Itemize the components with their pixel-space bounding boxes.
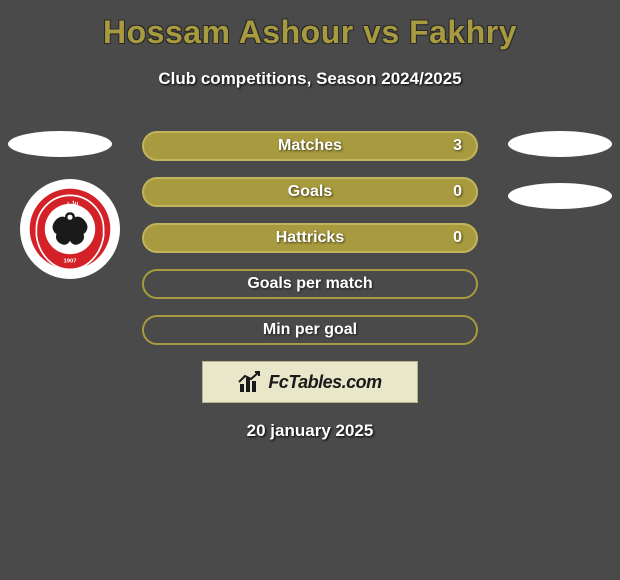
stat-bars: Matches 3 Goals 0 Hattricks 0 Goals per …	[142, 131, 478, 345]
bar-chart-icon	[238, 370, 262, 394]
footer-attribution: FcTables.com	[202, 361, 418, 403]
stat-value: 0	[453, 183, 462, 201]
page-title: Hossam Ashour vs Fakhry	[0, 0, 620, 51]
stat-label: Goals per match	[247, 275, 372, 293]
stat-bar-matches: Matches 3	[142, 131, 478, 161]
subtitle: Club competitions, Season 2024/2025	[0, 69, 620, 89]
stat-bar-goals: Goals 0	[142, 177, 478, 207]
footer-logo-text: FcTables.com	[268, 372, 381, 393]
stat-bar-hattricks: Hattricks 0	[142, 223, 478, 253]
al-ahly-crest-icon: الأهلي 1907	[28, 187, 112, 271]
comparison-panel: الأهلي 1907 Matches 3 Goals 0 Hattricks …	[0, 131, 620, 441]
report-date: 20 january 2025	[0, 421, 620, 441]
player-right-placeholder	[508, 131, 612, 157]
stat-label: Hattricks	[276, 229, 344, 247]
club-left-badge: الأهلي 1907	[20, 179, 120, 279]
stat-value: 3	[453, 137, 462, 155]
stat-bar-min-per-goal: Min per goal	[142, 315, 478, 345]
stat-label: Matches	[278, 137, 342, 155]
stat-label: Goals	[288, 183, 332, 201]
stat-bar-goals-per-match: Goals per match	[142, 269, 478, 299]
club-right-placeholder	[508, 183, 612, 209]
stat-label: Min per goal	[263, 321, 357, 339]
svg-text:1907: 1907	[63, 259, 76, 265]
player-left-placeholder	[8, 131, 112, 157]
stat-value: 0	[453, 229, 462, 247]
